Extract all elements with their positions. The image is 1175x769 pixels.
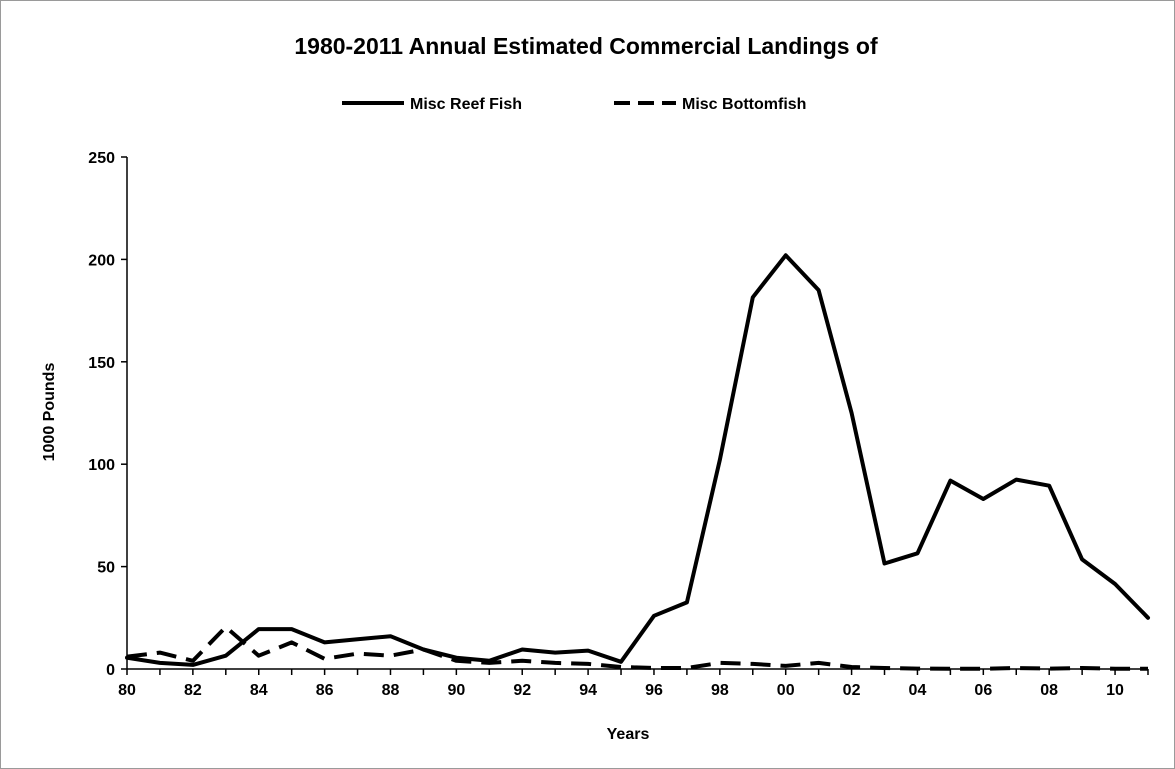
x-tick-label: 96: [645, 682, 663, 699]
x-tick-label: 82: [184, 682, 202, 699]
series-line-misc-bottomfish: [126, 625, 1148, 671]
x-tick-label: 10: [1106, 682, 1124, 699]
series-line-misc-reef-fish: [125, 253, 1150, 667]
y-tick-label: 0: [106, 662, 115, 679]
x-tick-label: 00: [777, 682, 795, 699]
x-tick-label: 94: [579, 682, 597, 699]
x-tick-label: 80: [118, 682, 136, 699]
x-tick-label: 04: [909, 682, 927, 699]
x-tick-label: 06: [974, 682, 992, 699]
legend: Misc Reef Fish Misc Bottomfish: [342, 96, 806, 113]
legend-label-misc-reef-fish: Misc Reef Fish: [410, 96, 522, 113]
plot-area: 0 50 100 150 200 250 80 82 84 86 88 90 92 94 96 98 00 02 0…: [88, 150, 1150, 699]
y-tick-label: 250: [88, 150, 115, 167]
x-tick-label: 84: [250, 682, 268, 699]
y-tick-label: 200: [88, 252, 115, 269]
x-axis-label: Years: [607, 726, 650, 743]
x-tick-label: 88: [382, 682, 400, 699]
x-tick-label: 86: [316, 682, 334, 699]
y-tick-label: 50: [97, 560, 115, 577]
x-tick-label: 98: [711, 682, 729, 699]
x-tick-label: 92: [513, 682, 531, 699]
x-tick-label: 90: [447, 682, 465, 699]
x-tick-label: 02: [843, 682, 861, 699]
x-tick-label: 08: [1040, 682, 1058, 699]
legend-label-misc-bottomfish: Misc Bottomfish: [682, 96, 806, 113]
y-axis-label: 1000 Pounds: [41, 363, 58, 462]
chart-title: 1980-2011 Annual Estimated Commercial La…: [294, 33, 878, 59]
y-tick-label: 150: [88, 355, 115, 372]
y-tick-label: 100: [88, 457, 115, 474]
